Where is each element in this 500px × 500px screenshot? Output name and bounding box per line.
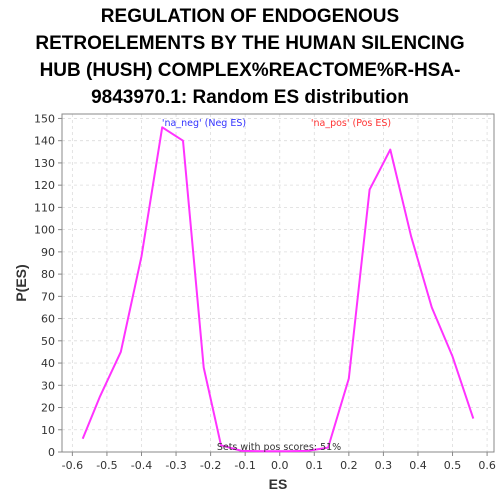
y-tick-label: 100 [34, 224, 55, 237]
y-tick-label: 30 [41, 379, 55, 392]
chart-title: REGULATION OF ENDOGENOUS RETROELEMENTS BY… [35, 6, 464, 108]
annotation: 'na_neg' (Neg ES) [162, 118, 246, 129]
y-tick-label: 20 [41, 402, 55, 415]
x-tick-label: 0.3 [375, 459, 393, 472]
y-tick-label: 120 [34, 179, 55, 192]
x-tick-label: 0.4 [409, 459, 427, 472]
title-line: REGULATION OF ENDOGENOUS [101, 6, 399, 27]
plot-area [62, 114, 494, 452]
y-tick-label: 10 [41, 424, 55, 437]
series [81, 126, 475, 453]
x-tick-label: -0.4 [131, 459, 152, 472]
annotation: Sets with pos scores: 51% [217, 442, 341, 453]
y-tick-label: 110 [34, 201, 55, 214]
y-tick-label: 50 [41, 335, 55, 348]
x-tick-label: -0.1 [234, 459, 255, 472]
x-axis-title: ES [269, 476, 288, 492]
annotation: 'na_pos' (Pos ES) [311, 118, 391, 129]
x-tick-label: 0.0 [271, 459, 289, 472]
y-tick-label: 70 [41, 290, 55, 303]
x-tick-label: 0.2 [340, 459, 358, 472]
x-tick-label: -0.2 [200, 459, 221, 472]
x-tick-label: -0.6 [62, 459, 83, 472]
y-tick-label: 150 [34, 112, 55, 125]
annotations: 'na_neg' (Neg ES) 'na_pos' (Pos ES) Sets w… [162, 118, 391, 453]
y-tick-label: 80 [41, 268, 55, 281]
y-axis-title: P(ES) [13, 264, 29, 301]
y-axis-ticks: 0 10 20 30 40 50 60 70 80 90 100 110 120 130 140 150 [34, 112, 62, 459]
y-tick-label: 90 [41, 246, 55, 259]
title-line: RETROELEMENTS BY THE HUMAN SILENCING [35, 33, 464, 54]
y-tick-label: 40 [41, 357, 55, 370]
x-tick-label: 0.6 [478, 459, 496, 472]
title-line: 9843970.1: Random ES distribution [91, 87, 409, 108]
y-tick-label: 60 [41, 313, 55, 326]
x-tick-label: -0.5 [96, 459, 117, 472]
y-tick-label: 130 [34, 157, 55, 170]
series-line [81, 126, 475, 453]
x-tick-label: -0.3 [165, 459, 186, 472]
x-tick-label: 0.5 [444, 459, 462, 472]
x-tick-label: 0.1 [306, 459, 324, 472]
y-tick-label: 140 [34, 135, 55, 148]
x-axis-ticks: -0.6 -0.5 -0.4 -0.3 -0.2 -0.1 0.0 0.1 0.2 0.3 0.4 0… [62, 452, 496, 472]
title-line: HUB (HUSH) COMPLEX%REACTOME%R-HSA- [40, 60, 461, 81]
y-tick-label: 0 [48, 446, 55, 459]
